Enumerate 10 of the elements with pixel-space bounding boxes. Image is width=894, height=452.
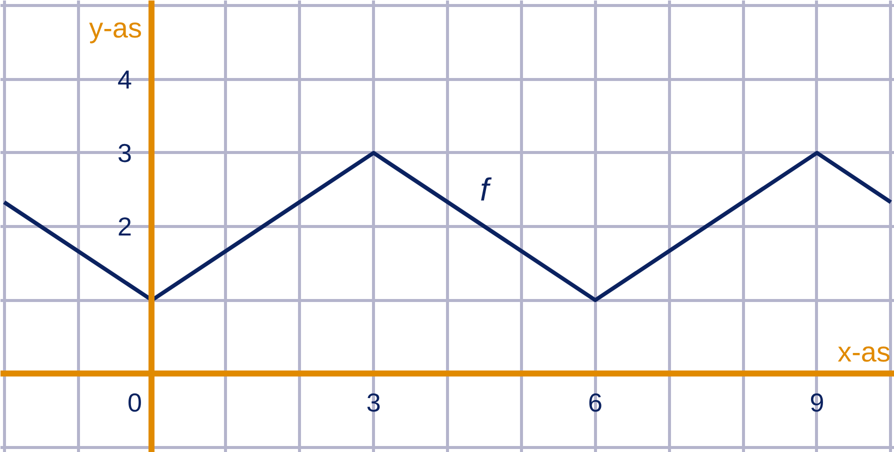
y-tick-label: 4 — [118, 64, 132, 94]
x-tick-label: 6 — [588, 388, 603, 418]
y-tick-label: 2 — [118, 212, 132, 242]
x-tick-label: 3 — [366, 388, 381, 418]
x-axis-title: x-as — [838, 336, 891, 368]
y-axis-title: y-as — [89, 12, 142, 44]
x-tick-label: 9 — [810, 388, 824, 418]
y-tick-label: 3 — [118, 138, 132, 168]
series-label: f — [480, 172, 492, 208]
x-tick-label: 0 — [128, 388, 142, 418]
